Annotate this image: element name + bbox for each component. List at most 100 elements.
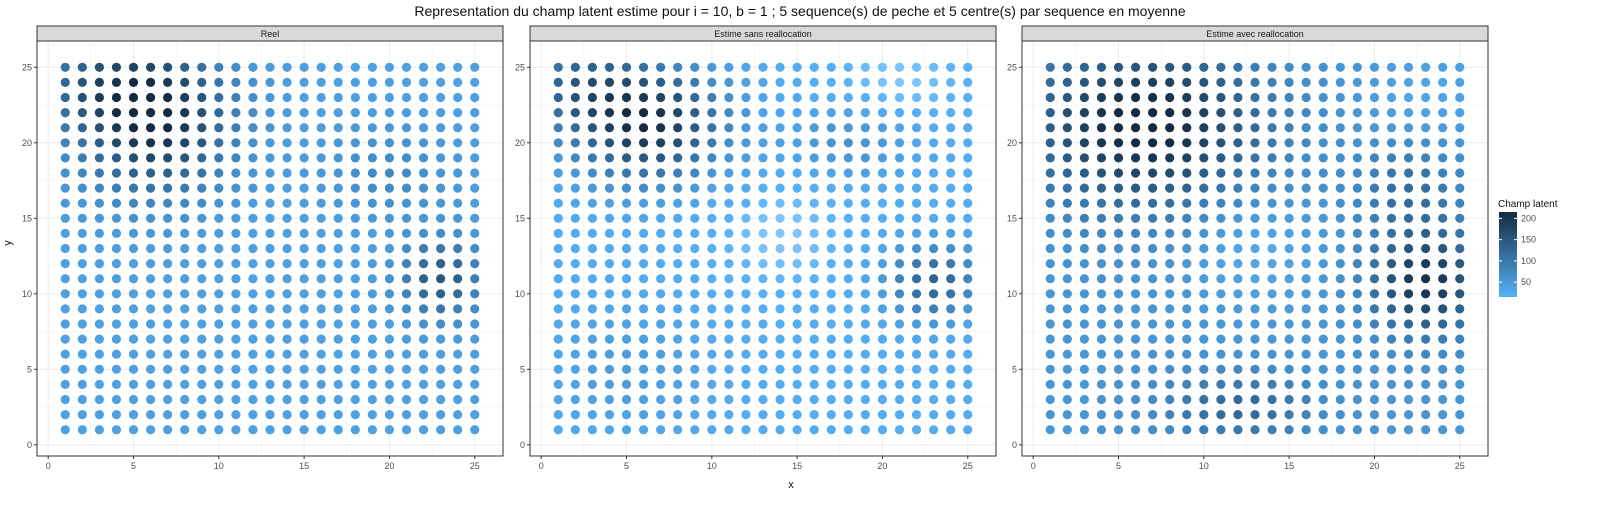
data-point (553, 410, 563, 420)
data-point (401, 77, 412, 87)
data-point (180, 123, 190, 133)
data-point (894, 425, 905, 435)
data-point (690, 183, 700, 193)
data-point (724, 153, 734, 163)
data-point (77, 274, 87, 284)
data-point (180, 425, 190, 435)
data-point (60, 425, 70, 435)
data-point (282, 213, 292, 223)
data-point (690, 138, 700, 148)
data-point (587, 198, 597, 208)
data-point (1386, 228, 1397, 238)
data-point (1096, 62, 1107, 72)
data-point (180, 198, 190, 208)
data-point (1386, 198, 1397, 208)
data-point (1403, 243, 1414, 254)
data-point (826, 334, 836, 344)
data-point (453, 77, 463, 87)
data-point (604, 108, 615, 118)
data-point (299, 394, 309, 405)
data-point (299, 183, 309, 193)
data-point (1335, 259, 1345, 269)
data-point (809, 274, 819, 284)
data-point (673, 289, 683, 299)
data-point (1113, 123, 1124, 133)
data-point (128, 334, 139, 344)
data-point (1438, 77, 1448, 87)
data-point (673, 183, 683, 193)
data-point (197, 379, 207, 389)
data-point (180, 379, 190, 389)
data-point (1250, 304, 1260, 314)
data-point (843, 228, 853, 238)
data-point (94, 183, 104, 193)
data-point (792, 259, 802, 269)
data-point (638, 92, 649, 103)
data-point (333, 92, 343, 103)
data-point (299, 379, 309, 389)
data-point (963, 62, 973, 72)
data-point (333, 425, 343, 435)
data-point (911, 213, 922, 223)
data-point (180, 364, 190, 374)
data-point (231, 364, 241, 374)
data-point (1182, 334, 1192, 344)
data-point (604, 259, 615, 269)
data-point (1165, 425, 1175, 435)
data-point (792, 334, 802, 344)
data-point (1216, 92, 1226, 103)
data-point (1438, 213, 1448, 223)
data-point (1165, 183, 1175, 193)
data-point (894, 304, 905, 314)
data-point (453, 334, 463, 344)
data-point (265, 274, 275, 284)
data-point (470, 62, 480, 72)
data-point (1233, 274, 1243, 284)
data-point (197, 243, 207, 254)
data-point (690, 259, 700, 269)
data-point (60, 198, 70, 208)
data-point (1199, 274, 1209, 284)
data-point (1199, 304, 1209, 314)
data-point (724, 243, 734, 254)
data-point (77, 289, 87, 299)
data-point (553, 364, 563, 374)
data-point (94, 410, 104, 420)
data-point (690, 379, 700, 389)
data-point (111, 425, 122, 435)
data-point (1096, 153, 1107, 163)
data-point (1079, 138, 1089, 148)
data-point (758, 304, 768, 314)
data-point (436, 289, 446, 299)
data-point (724, 108, 734, 118)
data-point (1369, 425, 1380, 435)
data-point (1438, 289, 1448, 299)
data-point (809, 425, 819, 435)
data-point (1438, 304, 1448, 314)
data-point (894, 394, 905, 405)
data-point (1369, 108, 1380, 118)
data-point (741, 228, 751, 238)
data-point (265, 425, 275, 435)
data-point (946, 394, 956, 405)
data-point (453, 319, 463, 329)
data-point (333, 183, 343, 193)
data-point (1455, 228, 1465, 238)
data-point (638, 349, 649, 359)
data-point (418, 62, 429, 72)
data-point (1233, 123, 1243, 133)
data-point (111, 62, 122, 72)
data-point (1386, 168, 1397, 178)
data-point (350, 228, 360, 238)
data-point (570, 259, 580, 269)
data-point (94, 379, 104, 389)
data-point (1301, 349, 1311, 359)
data-point (963, 92, 973, 103)
data-point (180, 289, 190, 299)
data-point (1318, 77, 1328, 87)
data-point (1455, 319, 1465, 329)
data-point (231, 138, 241, 148)
data-point (1182, 425, 1192, 435)
data-point (453, 168, 463, 178)
data-point (1148, 259, 1158, 269)
